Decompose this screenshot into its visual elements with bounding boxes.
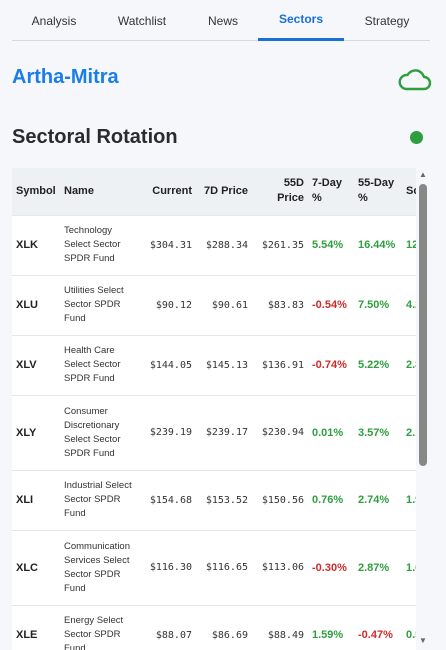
cell-score: 1.6 [402, 529, 416, 605]
cell-55day-pct: 7.50% [354, 274, 402, 335]
cell-name: Technology Select Sector SPDR Fund [60, 214, 140, 275]
cell-symbol: XLE [12, 604, 60, 650]
table-row[interactable]: XLY Consumer Discretionary Select Sector… [12, 394, 416, 470]
sector-table: Symbol Name Current 7D Price 55D Price 7… [12, 168, 416, 650]
cell-score: 2.8 [402, 334, 416, 395]
cell-name: Consumer Discretionary Select Sector SPD… [60, 394, 140, 470]
tab-news[interactable]: News [207, 13, 238, 28]
cell-7d-price: $86.69 [196, 604, 252, 650]
cell-current: $88.07 [140, 604, 196, 650]
cell-7d-price: $145.13 [196, 334, 252, 395]
cell-name: Health Care Select Sector SPDR Fund [60, 334, 140, 395]
cell-7d-price: $288.34 [196, 214, 252, 275]
table-row[interactable]: XLK Technology Select Sector SPDR Fund $… [12, 214, 416, 275]
cell-55d-price: $230.94 [252, 394, 308, 470]
table-row[interactable]: XLE Energy Select Sector SPDR Fund $88.0… [12, 604, 416, 650]
cell-55d-price: $150.56 [252, 469, 308, 530]
col-header-score[interactable]: Score [406, 184, 416, 197]
cell-7d-price: $239.17 [196, 394, 252, 470]
cell-name: Energy Select Sector SPDR Fund [60, 604, 140, 650]
cell-55d-price: $83.83 [252, 274, 308, 335]
cell-7day-pct: -0.30% [308, 529, 354, 605]
cell-7d-price: $153.52 [196, 469, 252, 530]
cell-name: Utilities Select Sector SPDR Fund [60, 274, 140, 335]
cell-7day-pct: 0.01% [308, 394, 354, 470]
cell-name: Communication Services Select Sector SPD… [60, 529, 140, 605]
app-brand: Artha-Mitra [12, 66, 119, 88]
cell-55day-pct: 2.74% [354, 469, 402, 530]
tab-strategy[interactable]: Strategy [364, 13, 410, 28]
cell-55day-pct: 5.22% [354, 334, 402, 395]
col-header-7day-pct[interactable]: 7-Day % [312, 177, 342, 205]
col-header-name[interactable]: Name [64, 184, 94, 197]
cell-7d-price: $90.61 [196, 274, 252, 335]
cell-55d-price: $88.49 [252, 604, 308, 650]
status-dot [410, 131, 423, 144]
tab-watchlist[interactable]: Watchlist [117, 13, 167, 28]
tab-sectors[interactable]: Sectors [258, 0, 344, 41]
cell-7day-pct: 0.76% [308, 469, 354, 530]
table-row[interactable]: XLV Health Care Select Sector SPDR Fund … [12, 334, 416, 395]
col-header-7d-price[interactable]: 7D Price [203, 184, 248, 197]
cell-current: $90.12 [140, 274, 196, 335]
cell-55day-pct: 16.44% [354, 214, 402, 275]
cell-7d-price: $116.65 [196, 529, 252, 605]
cell-symbol: XLI [12, 469, 60, 530]
cell-current: $144.05 [140, 334, 196, 395]
cell-symbol: XLC [12, 529, 60, 605]
tab-analysis[interactable]: Analysis [31, 13, 77, 28]
cell-symbol: XLK [12, 214, 60, 275]
cell-7day-pct: 1.59% [308, 604, 354, 650]
cell-symbol: XLV [12, 334, 60, 395]
cell-7day-pct: 5.54% [308, 214, 354, 275]
cell-7day-pct: -0.54% [308, 274, 354, 335]
col-header-symbol[interactable]: Symbol [16, 184, 56, 197]
cell-symbol: XLU [12, 274, 60, 335]
cell-55d-price: $261.35 [252, 214, 308, 275]
col-header-55day-pct[interactable]: 55-Day % [358, 177, 395, 205]
cell-55d-price: $113.06 [252, 529, 308, 605]
table-row[interactable]: XLI Industrial Select Sector SPDR Fund $… [12, 469, 416, 530]
vertical-scrollbar[interactable]: ▲ ▼ [418, 168, 428, 650]
cell-55day-pct: 2.87% [354, 529, 402, 605]
sector-table-container: Symbol Name Current 7D Price 55D Price 7… [12, 168, 416, 650]
cell-current: $304.31 [140, 214, 196, 275]
cloud-icon[interactable] [398, 67, 432, 93]
cell-55day-pct: -0.47% [354, 604, 402, 650]
cell-55d-price: $136.91 [252, 334, 308, 395]
cell-score: 0.5 [402, 604, 416, 650]
cell-score: 12 [402, 214, 416, 275]
col-header-current[interactable]: Current [152, 184, 192, 197]
cell-score: 2.1 [402, 394, 416, 470]
tab-bar: Analysis Watchlist News Sectors Strategy [12, 0, 430, 41]
cell-symbol: XLY [12, 394, 60, 470]
scroll-up-arrow-icon[interactable]: ▲ [419, 170, 427, 179]
page-title: Sectoral Rotation [12, 126, 178, 148]
scrollbar-thumb[interactable] [419, 184, 427, 466]
cell-score: 4.2 [402, 274, 416, 335]
scroll-down-arrow-icon[interactable]: ▼ [419, 636, 427, 645]
cell-name: Industrial Select Sector SPDR Fund [60, 469, 140, 530]
cell-current: $239.19 [140, 394, 196, 470]
cell-55day-pct: 3.57% [354, 394, 402, 470]
table-header-row: Symbol Name Current 7D Price 55D Price 7… [12, 168, 416, 215]
cell-current: $154.68 [140, 469, 196, 530]
cell-current: $116.30 [140, 529, 196, 605]
col-header-55d-price[interactable]: 55D Price [277, 177, 304, 205]
cell-score: 1.9 [402, 469, 416, 530]
cell-7day-pct: -0.74% [308, 334, 354, 395]
table-row[interactable]: XLC Communication Services Select Sector… [12, 529, 416, 605]
table-row[interactable]: XLU Utilities Select Sector SPDR Fund $9… [12, 274, 416, 335]
